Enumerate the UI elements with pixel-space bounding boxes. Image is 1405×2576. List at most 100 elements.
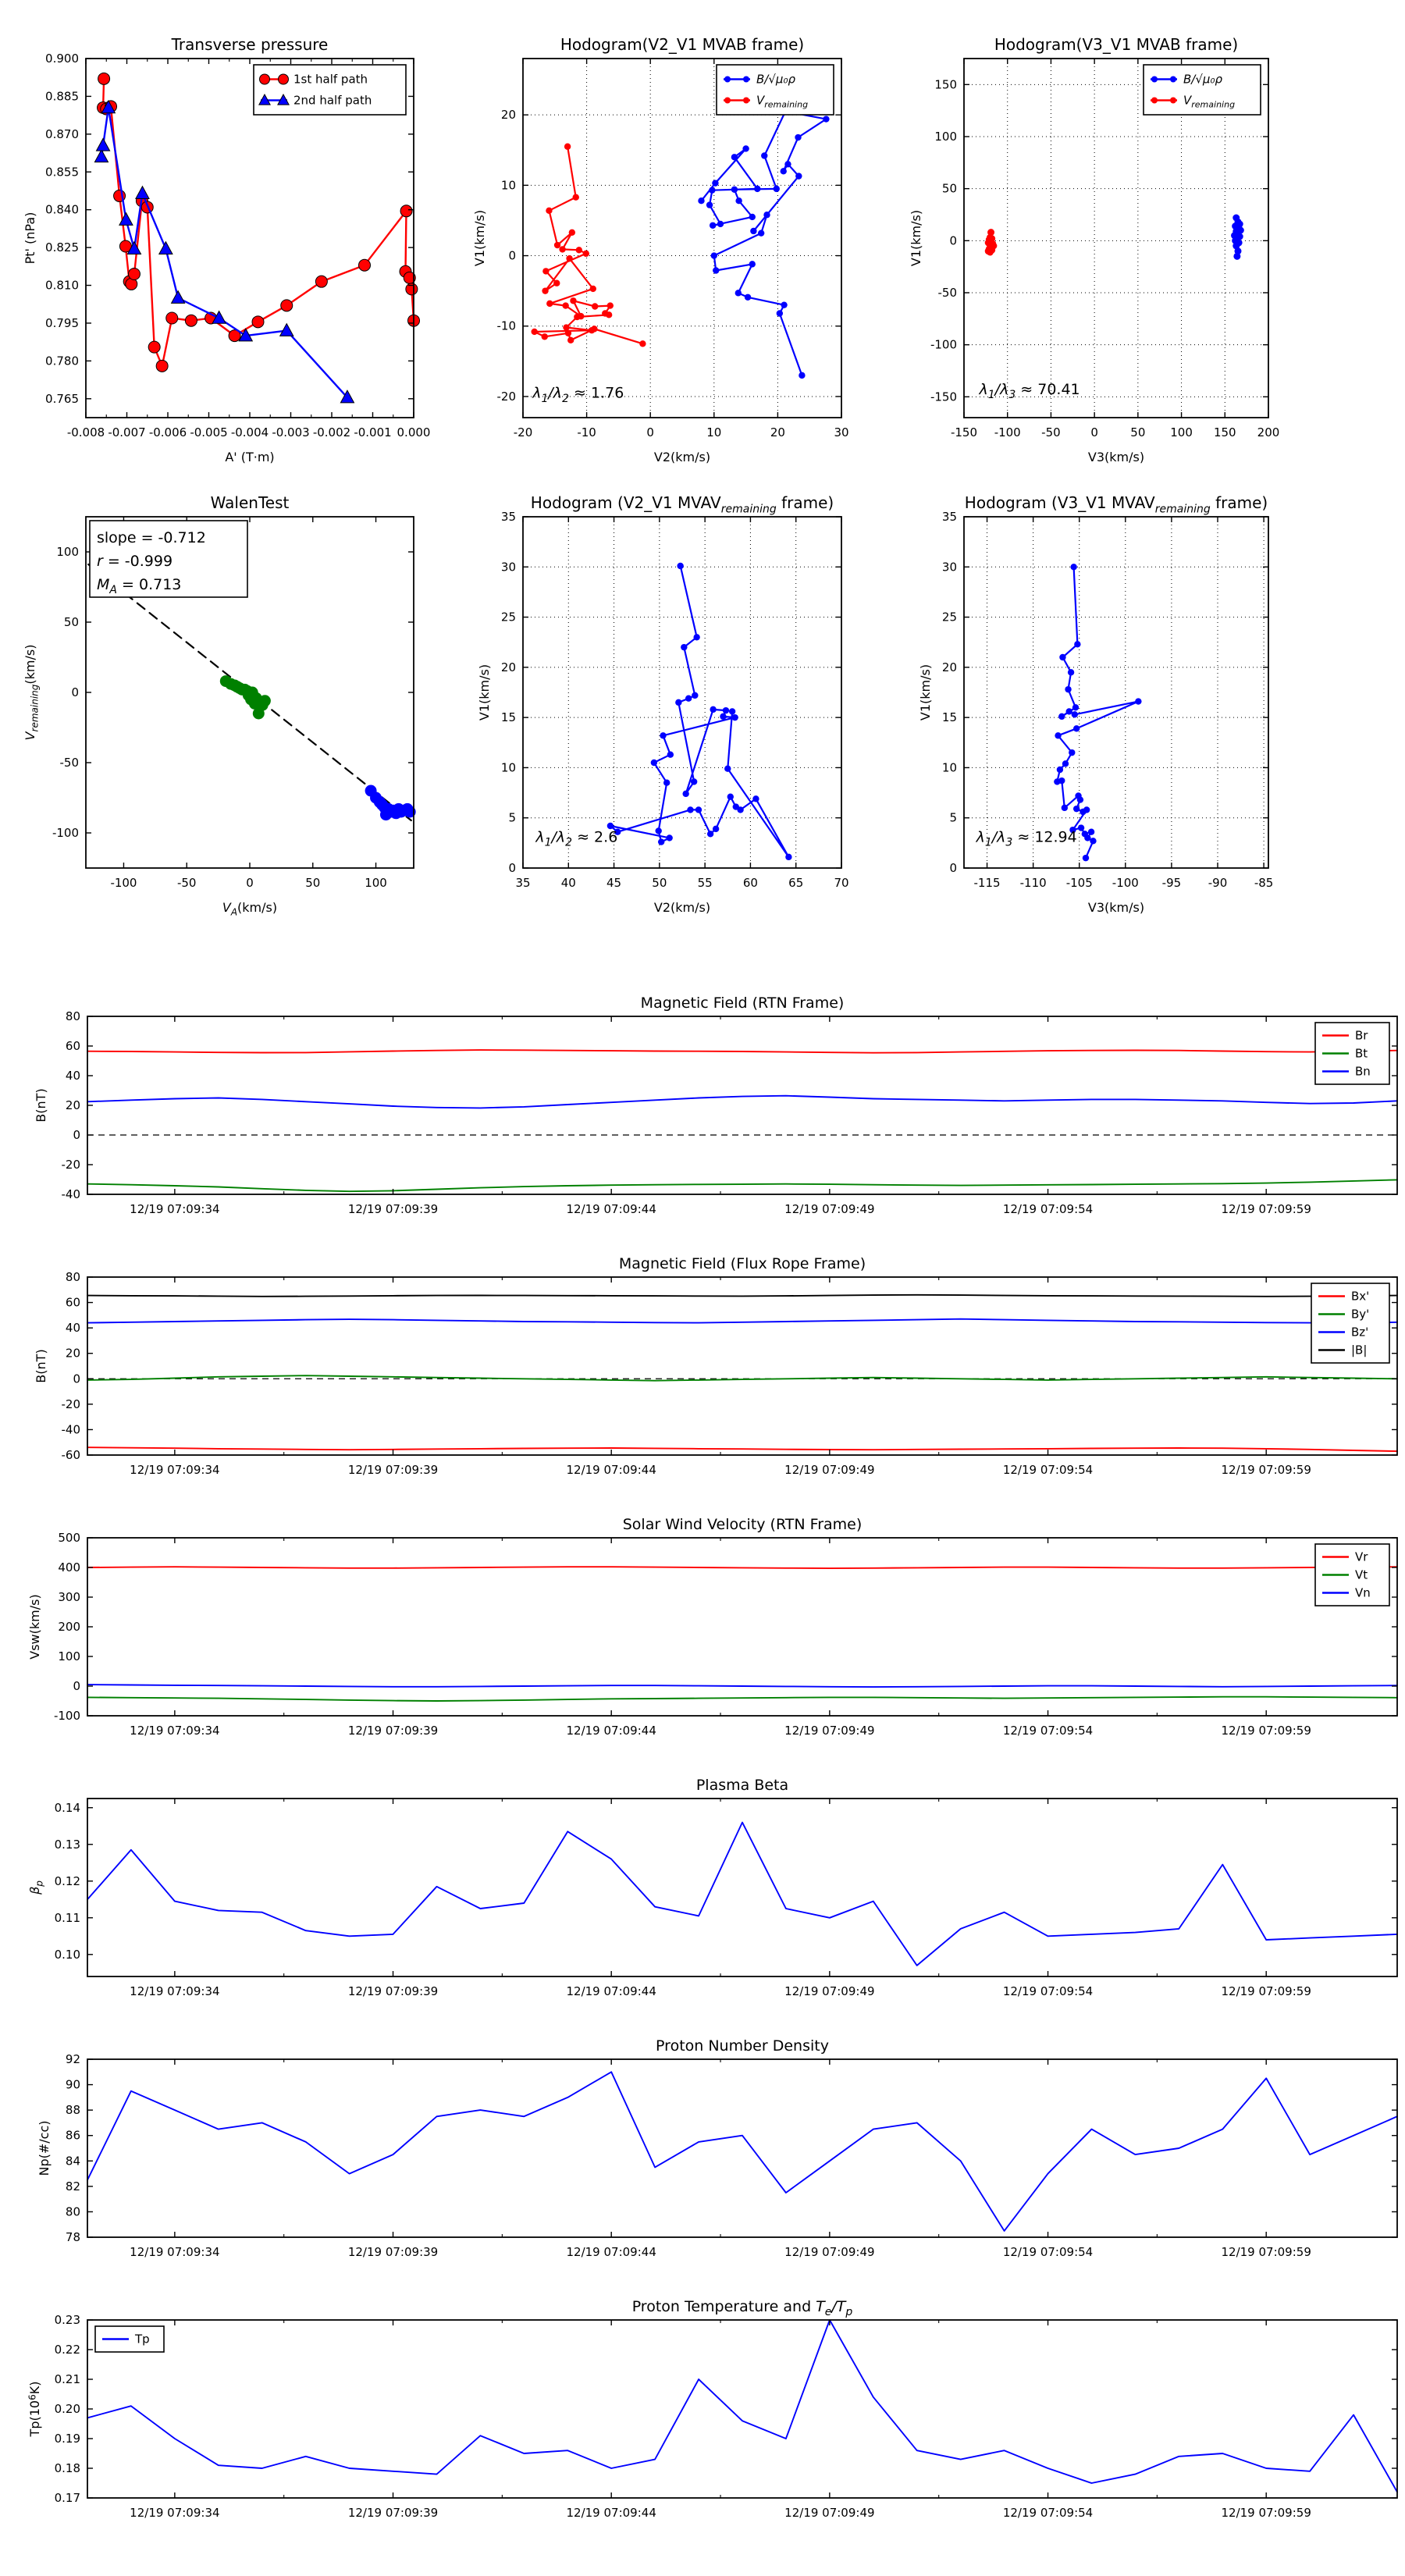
marker-dot bbox=[1059, 653, 1066, 661]
marker-dot bbox=[799, 372, 806, 379]
y-tick-label: 92 bbox=[66, 2052, 80, 2066]
panel-ts6: 12/19 07:09:34 12/19 07:09:39 12/19 07:09:… bbox=[27, 2298, 1398, 2520]
marker-circle bbox=[155, 359, 169, 372]
marker-dot bbox=[546, 207, 553, 215]
marker-dot bbox=[1058, 777, 1065, 785]
series-Bx-prime-line bbox=[87, 1446, 1398, 1453]
legend-label-0: B/√μ₀ρ bbox=[1183, 73, 1222, 87]
series-By-prime bbox=[87, 1375, 1398, 1382]
marker-dot bbox=[717, 220, 724, 228]
y-tick-label: -50 bbox=[60, 756, 80, 770]
x-axis-label: VA(km/s) bbox=[222, 900, 277, 917]
x-tick-label: 12/19 07:09:59 bbox=[1222, 2245, 1311, 2259]
series-Vn-line bbox=[87, 1684, 1398, 1688]
y-axis-label: Np(#/cc) bbox=[37, 2121, 52, 2176]
y-tick-label: 0.17 bbox=[55, 2491, 80, 2505]
marker-dot bbox=[562, 302, 569, 309]
x-axis-label: A' (T·m) bbox=[225, 450, 274, 464]
marker-dot bbox=[757, 229, 765, 237]
y-tick-label: 0.780 bbox=[45, 354, 79, 368]
marker-dot bbox=[1069, 826, 1076, 834]
annotation: λ1/λ3 ≈ 70.41 bbox=[979, 381, 1080, 401]
legend: B/√μ₀ρ Vremaining bbox=[716, 64, 834, 116]
marker-circle bbox=[148, 340, 161, 354]
marker-dot bbox=[592, 303, 599, 310]
series-Vr bbox=[87, 1566, 1398, 1570]
y-tick-label: 0 bbox=[71, 685, 79, 699]
series-Vt-line bbox=[87, 1695, 1398, 1702]
y-axis-label: V1(km/s) bbox=[477, 664, 492, 720]
panel-ts2: 12/19 07:09:34 12/19 07:09:39 12/19 07:09:… bbox=[34, 1255, 1398, 1477]
marker-circle bbox=[259, 73, 270, 85]
marker-dot bbox=[728, 708, 736, 715]
x-tick-label: -0.001 bbox=[354, 425, 391, 439]
y-tick-label: 0 bbox=[508, 861, 516, 875]
series-Br-line bbox=[87, 1049, 1398, 1054]
y-axis-label: Vsw(km/s) bbox=[27, 1594, 42, 1659]
y-tick-label: 20 bbox=[501, 660, 516, 674]
y-tick-label: 10 bbox=[501, 760, 516, 774]
marker-dot bbox=[690, 778, 698, 785]
marker-dot bbox=[720, 713, 727, 720]
marker-dot bbox=[752, 795, 759, 802]
marker-dot bbox=[706, 831, 714, 838]
y-tick-label: 84 bbox=[66, 2154, 80, 2168]
axes-frame bbox=[87, 1537, 1398, 1717]
y-tick-label: 10 bbox=[942, 760, 957, 774]
y-tick-label: -60 bbox=[62, 1448, 81, 1462]
marker-dot bbox=[566, 254, 573, 262]
info-box: slope = -0.712 r = -0.999 MA = 0.713 bbox=[89, 520, 248, 598]
ticks bbox=[85, 58, 414, 418]
marker-dot bbox=[713, 267, 720, 274]
y-tick-label: 0 bbox=[73, 1679, 80, 1693]
y-axis-label: B(nT) bbox=[34, 1088, 48, 1122]
series-middle-interval bbox=[219, 675, 271, 720]
annotation: λ1/λ3 ≈ 12.94 bbox=[976, 828, 1077, 849]
legend-label-1: Vt bbox=[1355, 1568, 1368, 1582]
axes-frame bbox=[87, 2058, 1398, 2238]
marker-triangle bbox=[258, 93, 271, 105]
marker-dot bbox=[1069, 749, 1076, 756]
axes-frame bbox=[87, 1798, 1398, 1977]
marker-circle bbox=[358, 258, 371, 272]
y-tick-label: 88 bbox=[66, 2103, 80, 2117]
marker-dot bbox=[724, 97, 731, 104]
panel-p5: 35 40 45 50 55 60 65 70 0 5 10 15 20 25 30 35 Hodogram (… bbox=[477, 493, 849, 915]
x-tick-label: 10 bbox=[706, 425, 721, 439]
x-tick-label: 12/19 07:09:54 bbox=[1003, 2245, 1093, 2259]
chart-title: Hodogram (V2_V1 MVAVremaining frame) bbox=[531, 493, 834, 515]
legend-label-2: Bn bbox=[1355, 1065, 1371, 1079]
series-Bt-line bbox=[87, 1179, 1398, 1193]
y-tick-label: 10 bbox=[501, 178, 516, 192]
chart-title: Proton Number Density bbox=[656, 2037, 829, 2055]
marker-dot bbox=[682, 790, 689, 798]
x-tick-label: 30 bbox=[834, 425, 848, 439]
x-tick-label: 200 bbox=[1257, 425, 1280, 439]
y-tick-label: -100 bbox=[52, 826, 79, 840]
marker-dot bbox=[589, 285, 596, 293]
marker-dot bbox=[987, 229, 995, 237]
legend-label-2: Bz' bbox=[1351, 1325, 1368, 1340]
marker-dot bbox=[570, 297, 577, 304]
marker-dot bbox=[675, 699, 682, 706]
axes-frame bbox=[963, 58, 1269, 418]
x-tick-label: 12/19 07:09:39 bbox=[348, 1463, 438, 1477]
marker-dot bbox=[1170, 76, 1176, 83]
marker-dot bbox=[712, 825, 720, 833]
marker-dot bbox=[795, 133, 802, 141]
chart-title: Solar Wind Velocity (RTN Frame) bbox=[623, 1516, 863, 1533]
marker-dot bbox=[575, 247, 583, 254]
y-tick-label: 100 bbox=[934, 130, 957, 144]
y-tick-label: 30 bbox=[501, 560, 516, 574]
axes-frame bbox=[963, 516, 1269, 869]
marker-circle bbox=[400, 205, 413, 218]
x-tick-label: 12/19 07:09:59 bbox=[1222, 1463, 1311, 1477]
marker-dot bbox=[614, 828, 621, 835]
grid bbox=[964, 59, 1268, 418]
x-tick-label: 12/19 07:09:44 bbox=[567, 1984, 656, 1998]
marker-dot bbox=[542, 268, 550, 275]
x-axis-label: V3(km/s) bbox=[1088, 450, 1144, 464]
marker-triangle bbox=[135, 185, 150, 199]
marker-dot bbox=[773, 185, 780, 193]
x-tick-label: 12/19 07:09:54 bbox=[1003, 2506, 1093, 2520]
